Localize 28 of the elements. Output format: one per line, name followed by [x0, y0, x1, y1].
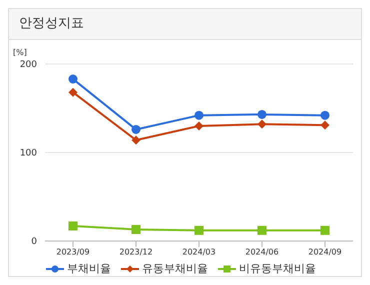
- x-tick-label: 2024/03: [182, 248, 216, 257]
- point: [194, 226, 204, 235]
- x-tick-label: 2024/09: [308, 248, 342, 257]
- chart-title: 안정성지표: [9, 9, 361, 40]
- legend-label: 유동부채비율: [141, 261, 208, 276]
- y-tick-label: 0: [31, 237, 38, 248]
- point: [258, 120, 266, 129]
- point: [68, 74, 78, 84]
- x-tick-label: 2023/12: [119, 248, 153, 257]
- x-tick-label: 2024/06: [245, 248, 279, 257]
- point: [320, 120, 330, 130]
- point: [132, 224, 140, 234]
- point: [194, 110, 204, 120]
- point: [68, 88, 78, 97]
- point: [320, 226, 330, 235]
- y-tick-label: 200: [20, 60, 38, 70]
- point: [194, 121, 204, 130]
- point: [258, 110, 266, 119]
- point: [68, 221, 78, 230]
- point: [258, 226, 266, 235]
- y-axis-title: [%]: [13, 48, 27, 57]
- point: [320, 110, 330, 120]
- legend-label: 비유동부채비율: [238, 261, 316, 276]
- point: [132, 136, 140, 145]
- x-tick-label: 2023/09: [56, 248, 90, 257]
- legend-label: 부채비율: [66, 261, 111, 276]
- y-tick-label: 100: [20, 148, 38, 159]
- point: [132, 124, 140, 134]
